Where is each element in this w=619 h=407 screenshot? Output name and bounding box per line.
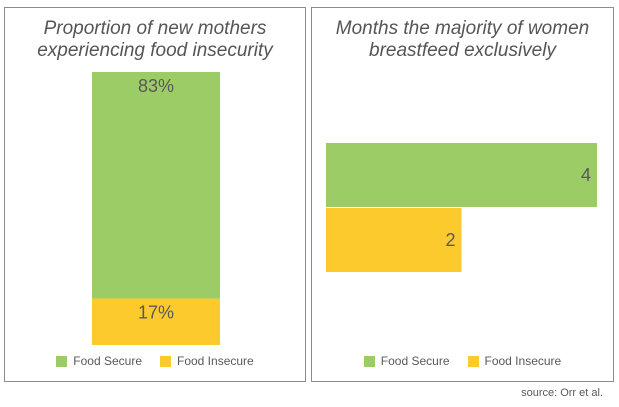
data-label-food-insecure: 2 [445,230,455,250]
chart-title-line-1: Proportion of new mothers [43,18,267,39]
legend-item-food-secure: Food Secure [56,354,142,368]
legend-label-food-secure: Food Secure [73,354,142,368]
legend-swatch-food-secure [56,355,68,367]
legend-label-food-secure: Food Secure [380,354,450,368]
bar-segment-food-secure [92,72,220,299]
chart-title-line-1: Months the majority of women [335,18,590,39]
legend: Food Secure Food Insecure [5,354,305,368]
chart-panel-food-insecurity: Proportion of new mothers experiencing f… [4,7,306,382]
legend-item-food-secure: Food Secure [363,354,450,368]
data-label-food-secure: 83% [138,76,174,96]
legend-swatch-food-secure [363,355,375,367]
bar-food-secure [326,143,597,207]
bar-food-insecure [326,208,462,272]
chart-panel-breastfeeding: Months the majority of women breastfeed … [311,7,614,382]
chart-title: Proportion of new mothers experiencing f… [5,18,305,62]
legend-label-food-insecure: Food Insecure [484,354,562,368]
chart-title-line-2: breastfeed exclusively [369,40,556,61]
stacked-bar-chart: 83% 17% [92,72,220,345]
legend-swatch-food-insecure [467,355,479,367]
chart-title: Months the majority of women breastfeed … [312,18,613,62]
legend-item-food-insecure: Food Insecure [467,354,562,368]
legend: Food Secure Food Insecure [312,354,613,368]
horizontal-bar-chart: 42 [326,143,597,272]
source-note: source: Orr et al. [521,387,603,399]
bar-segment-food-insecure [92,298,220,345]
legend-label-food-insecure: Food Insecure [177,354,254,368]
legend-item-food-insecure: Food Insecure [160,354,254,368]
data-label-food-secure: 4 [581,165,591,185]
data-label-food-insecure: 17% [138,303,174,323]
legend-swatch-food-insecure [160,355,171,367]
chart-title-line-2: experiencing food insecurity [37,40,273,61]
